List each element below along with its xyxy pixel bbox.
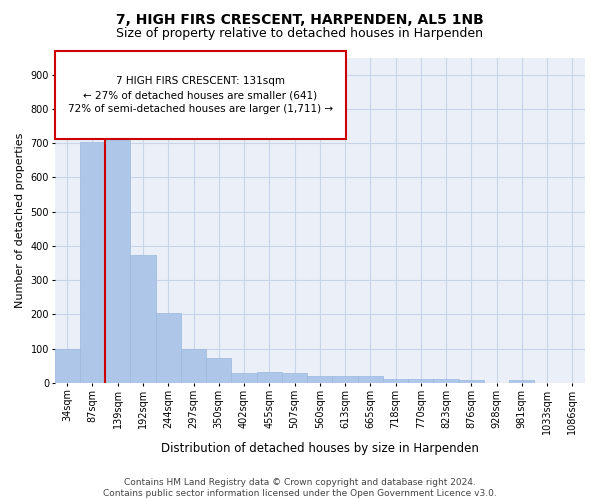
Text: 7, HIGH FIRS CRESCENT, HARPENDEN, AL5 1NB: 7, HIGH FIRS CRESCENT, HARPENDEN, AL5 1N… [116, 12, 484, 26]
Bar [307, 376, 332, 383]
Bar [509, 380, 535, 383]
Bar [232, 372, 257, 383]
Bar [433, 380, 459, 383]
Bar [257, 372, 282, 383]
Bar [459, 380, 484, 383]
Bar [80, 142, 105, 383]
Bar [130, 254, 155, 383]
Bar [408, 380, 433, 383]
Y-axis label: Number of detached properties: Number of detached properties [15, 132, 25, 308]
Text: 7 HIGH FIRS CRESCENT: 131sqm
← 27% of detached houses are smaller (641)
72% of s: 7 HIGH FIRS CRESCENT: 131sqm ← 27% of de… [68, 76, 333, 114]
Bar [155, 312, 181, 383]
Bar [383, 380, 408, 383]
X-axis label: Distribution of detached houses by size in Harpenden: Distribution of detached houses by size … [161, 442, 479, 455]
Bar [181, 350, 206, 383]
Text: Contains HM Land Registry data © Crown copyright and database right 2024.
Contai: Contains HM Land Registry data © Crown c… [103, 478, 497, 498]
Text: Size of property relative to detached houses in Harpenden: Size of property relative to detached ho… [116, 28, 484, 40]
Bar [332, 376, 358, 383]
Bar [358, 376, 383, 383]
Bar [282, 372, 307, 383]
Bar [105, 140, 130, 383]
FancyBboxPatch shape [55, 51, 346, 139]
Bar [206, 358, 232, 383]
Bar [55, 348, 80, 383]
